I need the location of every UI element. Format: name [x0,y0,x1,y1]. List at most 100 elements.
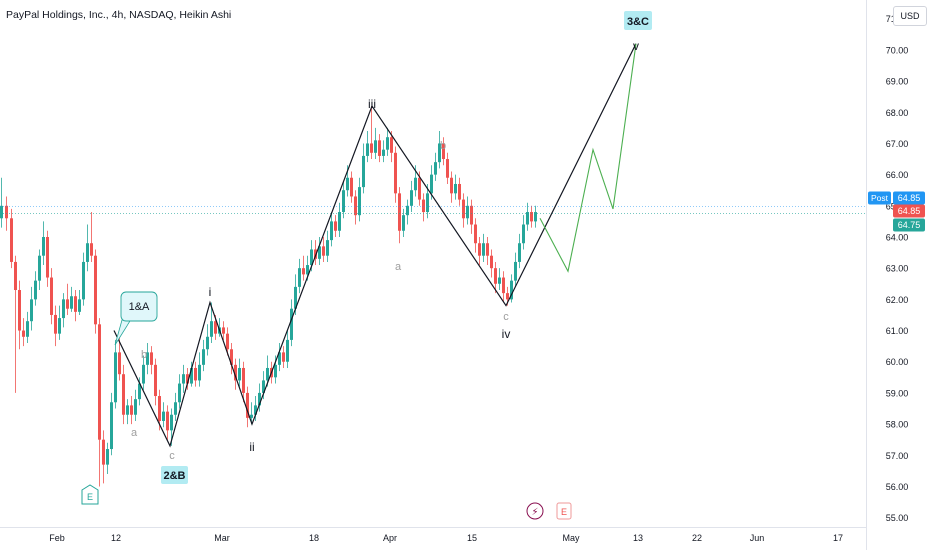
candle [530,205,533,228]
candle [78,290,81,315]
x-tick-label-1: 12 [111,533,121,543]
candle [410,180,413,213]
candle [278,343,281,372]
candle [526,202,529,231]
candle [198,352,201,387]
tag-2B: 2&B [161,466,188,484]
candle [334,215,337,237]
sub-label-c-1: c [169,450,175,462]
candle [30,286,33,331]
candle [46,230,49,287]
candle [226,327,229,356]
time-axis[interactable]: Feb 12 Mar 18 Apr 15 May 13 22 Jun 17 [49,533,843,543]
candle [498,268,501,291]
elliott-wave-path [113,43,637,448]
candle [478,236,481,266]
candle [234,358,237,390]
candle [202,339,205,372]
dividend-badge[interactable]: ⚡ [526,502,544,520]
candle [282,346,285,368]
candle [18,280,21,350]
x-tick-label-7: 13 [633,533,643,543]
y-tick-label-11: 66.00 [886,170,909,180]
candle [466,196,469,225]
wave-label-v: v [633,39,639,53]
candle [354,190,357,225]
x-tick-label-10: 17 [833,533,843,543]
candle [378,134,381,163]
candle [450,171,453,203]
dividend-badge-label: ⚡ [531,507,538,518]
candle [22,318,25,347]
x-tick-label-9: Jun [750,533,765,543]
candle [186,367,189,390]
candle [210,302,213,344]
candle [146,343,149,375]
candle [190,361,193,387]
candle [58,305,61,340]
candle [182,364,185,393]
candle [534,205,537,228]
candle [174,392,177,421]
x-tick-label-8: 22 [692,533,702,543]
price-axis[interactable]: 55.00 56.00 57.00 58.00 59.00 60.00 61.00 62.00… [886,14,909,523]
x-tick-label-5: 15 [467,533,477,543]
candle [374,127,377,160]
earnings-badge-2[interactable]: E [556,502,572,520]
y-tick-label-14: 69.00 [886,77,909,87]
wave-label-ii: ii [249,440,254,454]
candle [486,236,489,266]
sub-label-c-2: c [503,311,509,323]
candle [206,324,209,356]
candle [150,346,153,375]
candle [358,177,361,222]
candle [130,396,133,425]
y-tick-label-12: 67.00 [886,139,909,149]
candle [82,252,85,306]
candle [86,224,89,272]
y-tick-label-5: 60.00 [886,357,909,367]
candle [102,430,105,484]
earnings-badge-2-label: E [561,507,567,517]
candle [518,233,521,269]
candle [482,233,485,262]
price-tag-2: 64.75 [893,218,925,232]
candle [106,442,109,474]
candle [394,146,397,203]
candle [522,215,525,250]
candle [38,249,41,291]
y-tick-label-15: 70.00 [886,45,909,55]
candle [398,187,401,244]
symbol-title[interactable]: PayPal Holdings, Inc., 4h, NASDAQ, Heiki… [6,9,232,21]
y-tick-label-2: 57.00 [886,451,909,461]
candle [470,199,473,234]
candle [350,171,353,203]
candle [258,383,261,412]
wave-label-i: i [209,285,212,299]
candle [66,283,69,315]
candle [154,358,157,406]
candle [34,271,37,306]
candle [438,130,441,169]
candle [242,361,245,403]
callout-1A: 1&A [114,291,158,346]
candle [338,202,341,237]
candle [222,321,225,340]
candle [26,311,29,344]
candle [142,355,145,390]
candle [246,386,249,428]
candle [134,389,137,421]
currency-button[interactable]: USD [893,6,927,26]
price-tags: Post 64.85 64.85 64.75 [868,191,925,232]
wave-label-iii: iii [368,97,376,111]
candle [90,212,93,262]
x-tick-label-6: May [562,533,580,543]
candle [366,130,369,163]
candle [74,290,77,322]
candle [194,361,197,387]
earnings-badge-1[interactable]: E [81,484,99,505]
x-tick-label-2: Mar [214,533,230,543]
candle [286,330,289,368]
price-tag-1: 64.85 [893,204,925,218]
candle [342,180,345,219]
